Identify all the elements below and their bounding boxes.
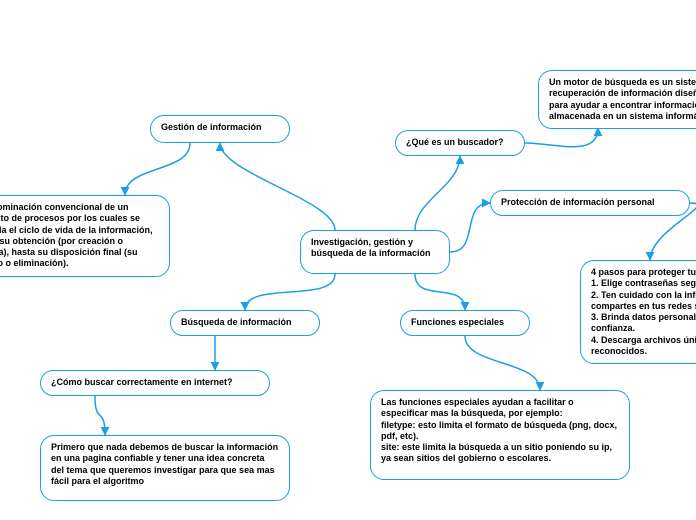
node-funciones: Funciones especiales — [400, 310, 530, 336]
node-busqueda: Búsqueda de información — [170, 310, 320, 336]
edge-gestion-to-gestion_detail — [125, 143, 190, 195]
node-gestion: Gestión de información — [150, 115, 290, 143]
node-que_es: ¿Qué es un buscador? — [395, 130, 525, 156]
node-funciones_detail: Las funciones especiales ayudan a facili… — [370, 390, 630, 480]
node-center: Investigación, gestión y búsqueda de la … — [300, 230, 450, 274]
edge-center-to-busqueda — [245, 274, 335, 310]
edge-funciones-to-funciones_detail — [465, 336, 540, 390]
node-motor: Un motor de búsqueda es un sistema de re… — [538, 70, 696, 129]
edge-center-to-funciones — [415, 274, 465, 310]
edge-center-to-que_es — [415, 156, 460, 230]
edge-center-to-gestion — [220, 143, 335, 230]
node-proteccion: Protección de información personal — [490, 190, 690, 216]
edge-center-to-proteccion — [450, 203, 490, 252]
node-como_buscar: ¿Cómo buscar correctamente en internet? — [40, 370, 270, 396]
node-pasos: 4 pasos para proteger tu información: 1.… — [580, 260, 696, 364]
edge-como_buscar-to-primero — [95, 396, 105, 435]
node-primero: Primero que nada debemos de buscar la in… — [40, 435, 290, 501]
node-gestion_detail: la denominación convencional de un conju… — [0, 195, 170, 277]
edge-que_es-to-motor — [525, 128, 598, 147]
